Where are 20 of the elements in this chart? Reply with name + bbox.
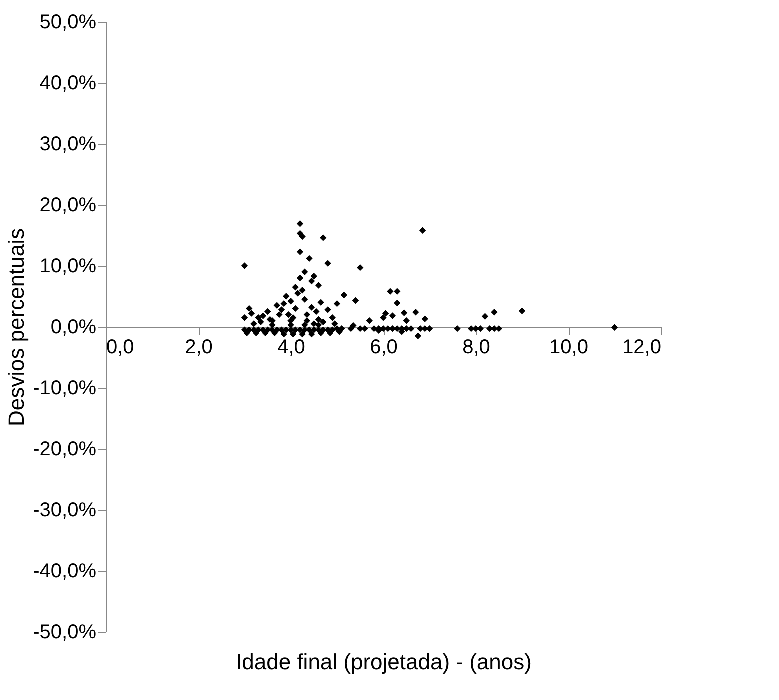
y-tick-label: 20,0%	[40, 194, 97, 216]
y-tick-label: 30,0%	[40, 134, 97, 156]
y-axis-title: Desvios percentuais	[4, 228, 30, 427]
y-tick-label: -10,0%	[33, 378, 97, 400]
y-tick-label: -20,0%	[33, 438, 97, 460]
x-tick-label: 2,0	[185, 336, 213, 358]
x-tick-label: 6,0	[370, 336, 398, 358]
x-tick-label: 4,0	[278, 336, 306, 358]
y-tick-label: -50,0%	[33, 622, 97, 644]
y-tick-label: 0,0%	[50, 316, 97, 338]
x-tick-label: 8,0	[462, 336, 490, 358]
x-tick-label: 0,0	[106, 336, 134, 358]
x-tick-label: 12,0	[622, 336, 662, 358]
x-axis-title: Idade final (projetada) - (anos)	[236, 650, 532, 674]
y-tick-label: -30,0%	[33, 500, 97, 522]
y-tick-label: -40,0%	[33, 560, 97, 582]
y-tick-label: 50,0%	[40, 12, 97, 34]
y-tick-label: 10,0%	[40, 256, 97, 278]
y-tick-label: 40,0%	[40, 72, 97, 94]
x-tick-label: 10,0	[550, 336, 588, 358]
